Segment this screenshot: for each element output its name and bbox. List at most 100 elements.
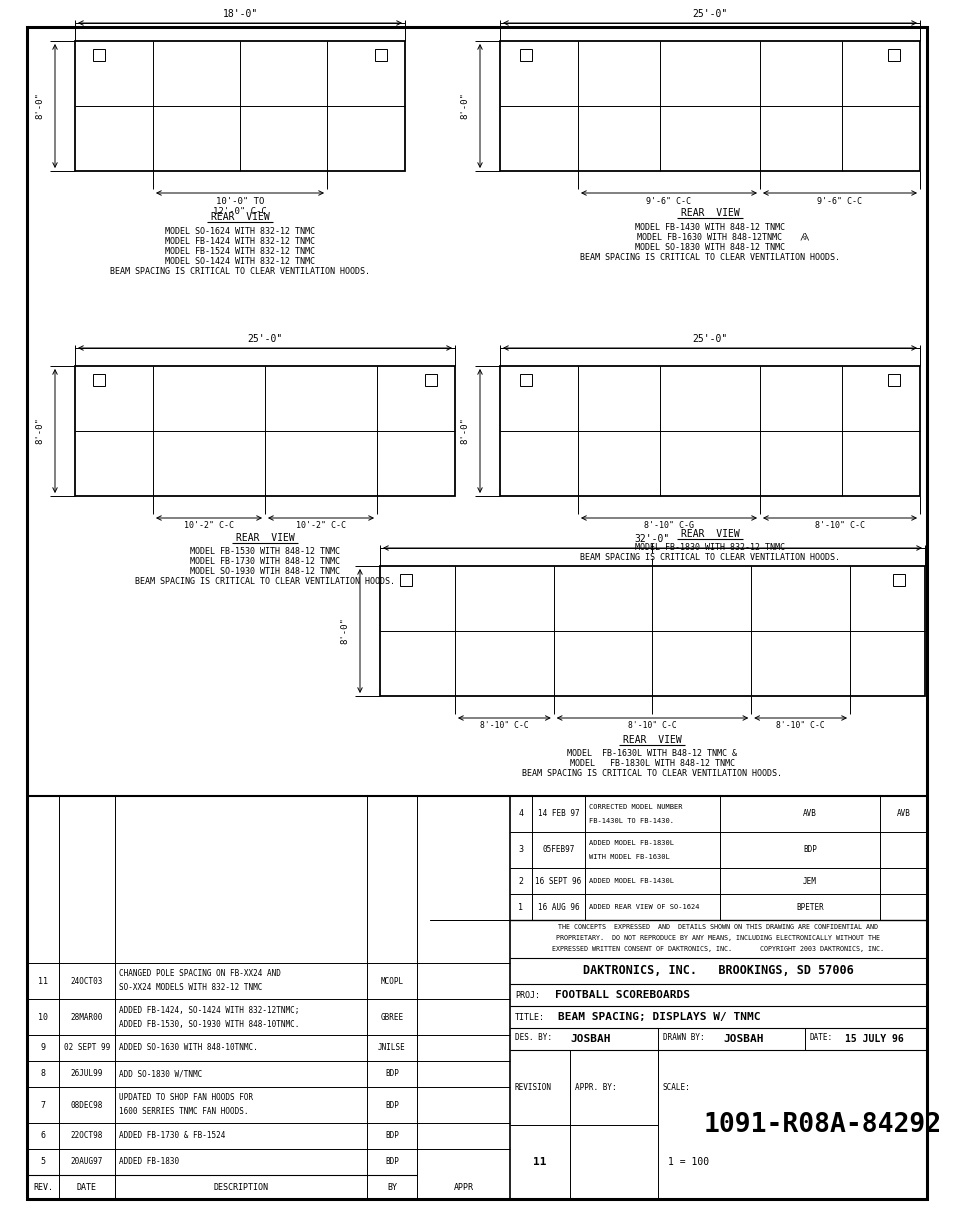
Text: BDP: BDP (385, 1101, 398, 1110)
Text: MCOPL: MCOPL (380, 976, 403, 986)
Text: 10'-0" TO: 10'-0" TO (215, 196, 264, 206)
Bar (92, 374, 105, 386)
Text: DESCRIPTION: DESCRIPTION (213, 1183, 268, 1192)
Bar (399, 574, 412, 586)
Text: SO-XX24 MODELS WITH 832-12 TNMC: SO-XX24 MODELS WITH 832-12 TNMC (119, 983, 262, 993)
Text: MODEL FB-1830 WITH 832-12 TNMC: MODEL FB-1830 WITH 832-12 TNMC (635, 543, 784, 553)
Text: MODEL FB-1430 WITH 848-12 TNMC: MODEL FB-1430 WITH 848-12 TNMC (635, 222, 784, 232)
Text: BY: BY (387, 1183, 396, 1192)
Text: MODEL SO-1930 WTIH 848-12 TNMC: MODEL SO-1930 WTIH 848-12 TNMC (190, 568, 339, 576)
Bar (519, 49, 532, 61)
Text: PROPRIETARY.  DO NOT REPRODUCE BY ANY MEANS, INCLUDING ELECTRONICALLY WITHOUT TH: PROPRIETARY. DO NOT REPRODUCE BY ANY MEA… (556, 935, 880, 942)
Text: ADDED FB-1830: ADDED FB-1830 (119, 1157, 179, 1166)
Text: THE CONCEPTS  EXPRESSED  AND  DETAILS SHOWN ON THIS DRAWING ARE CONFIDENTIAL AND: THE CONCEPTS EXPRESSED AND DETAILS SHOWN… (558, 924, 878, 931)
Text: BEAM SPACING IS CRITICAL TO CLEAR VENTILATION HOODS.: BEAM SPACING IS CRITICAL TO CLEAR VENTIL… (522, 770, 781, 779)
Text: MODEL FB-1530 WITH 848-12 TNMC: MODEL FB-1530 WITH 848-12 TNMC (190, 548, 339, 557)
Text: MODEL   FB-1830L WITH 848-12 TNMC: MODEL FB-1830L WITH 848-12 TNMC (569, 759, 734, 769)
Text: 20AUG97: 20AUG97 (71, 1157, 103, 1166)
Text: PROJ:: PROJ: (515, 991, 539, 999)
Text: 25'-0": 25'-0" (692, 333, 727, 345)
Bar (892, 574, 904, 586)
Text: 25'-0": 25'-0" (692, 9, 727, 18)
Text: 24OCT03: 24OCT03 (71, 976, 103, 986)
Text: 16 SEPT 96: 16 SEPT 96 (535, 877, 581, 885)
Text: 8'-0": 8'-0" (460, 418, 469, 445)
Text: BEAM SPACING IS CRITICAL TO CLEAR VENTILATION HOODS.: BEAM SPACING IS CRITICAL TO CLEAR VENTIL… (135, 577, 395, 586)
Text: 4: 4 (518, 809, 523, 819)
Text: 18'-0": 18'-0" (222, 9, 257, 18)
Text: 1 = 100: 1 = 100 (667, 1157, 708, 1167)
Text: 5: 5 (40, 1157, 46, 1166)
Bar (75, 40, 405, 170)
Text: 05FEB97: 05FEB97 (541, 846, 574, 855)
Text: REV.: REV. (33, 1183, 53, 1192)
Text: ADDED MODEL FB-1430L: ADDED MODEL FB-1430L (588, 878, 673, 884)
Text: 2: 2 (518, 877, 523, 885)
Text: ADDED FB-1530, SO-1930 WITH 848-10TNMC.: ADDED FB-1530, SO-1930 WITH 848-10TNMC. (119, 1020, 299, 1029)
Text: DATE: DATE (77, 1183, 97, 1192)
Text: 08DEC98: 08DEC98 (71, 1101, 103, 1110)
Text: APPR. BY:: APPR. BY: (575, 1083, 616, 1091)
Text: FB-1430L TO FB-1430.: FB-1430L TO FB-1430. (588, 818, 673, 824)
Bar (887, 374, 899, 386)
Text: JNILSE: JNILSE (377, 1043, 405, 1052)
Text: MODEL SO-1830 WITH 848-12 TNMC: MODEL SO-1830 WITH 848-12 TNMC (635, 243, 784, 251)
Text: DES. BY:: DES. BY: (515, 1034, 552, 1042)
Text: 8'-10" C-C: 8'-10" C-C (814, 521, 864, 531)
Text: 8'-10" C-G: 8'-10" C-G (643, 521, 693, 531)
Text: CORRECTED MODEL NUMBER: CORRECTED MODEL NUMBER (588, 804, 681, 810)
Text: BPETER: BPETER (796, 902, 823, 911)
Text: 32'-0": 32'-0" (634, 535, 669, 544)
Text: BDP: BDP (385, 1157, 398, 1166)
Text: 26JUL99: 26JUL99 (71, 1069, 103, 1079)
Text: MODEL SO-1424 WITH 832-12 TNMC: MODEL SO-1424 WITH 832-12 TNMC (165, 256, 314, 266)
Text: DRAWN BY:: DRAWN BY: (662, 1034, 704, 1042)
Text: BEAM SPACING; DISPLAYS W/ TNMC: BEAM SPACING; DISPLAYS W/ TNMC (558, 1011, 760, 1022)
Text: BEAM SPACING IS CRITICAL TO CLEAR VENTILATION HOODS.: BEAM SPACING IS CRITICAL TO CLEAR VENTIL… (579, 253, 840, 261)
Text: WITH MODEL FB-1630L: WITH MODEL FB-1630L (588, 855, 669, 859)
Text: 1091-R08A-84292: 1091-R08A-84292 (702, 1112, 941, 1138)
Text: ADDED SO-1630 WITH 848-10TNMC.: ADDED SO-1630 WITH 848-10TNMC. (119, 1043, 257, 1052)
Text: 6: 6 (40, 1132, 46, 1140)
Text: ADDED REAR VIEW OF SO-1624: ADDED REAR VIEW OF SO-1624 (588, 904, 699, 910)
Text: ADD SO-1830 W/TNMC: ADD SO-1830 W/TNMC (119, 1069, 202, 1079)
Text: TITLE:: TITLE: (515, 1013, 544, 1021)
Text: 02 SEPT 99: 02 SEPT 99 (64, 1043, 110, 1052)
Text: ADDED FB-1730 & FB-1524: ADDED FB-1730 & FB-1524 (119, 1132, 225, 1140)
Text: 9: 9 (40, 1043, 46, 1052)
Text: BDP: BDP (385, 1069, 398, 1079)
Text: 12'-0" C-C: 12'-0" C-C (213, 206, 267, 216)
Text: SCALE:: SCALE: (662, 1083, 690, 1091)
Text: 8'-0": 8'-0" (460, 92, 469, 119)
Text: 8'-10" C-C: 8'-10" C-C (627, 721, 677, 731)
Text: 8: 8 (40, 1069, 46, 1079)
Text: 8'-10" C-C: 8'-10" C-C (479, 721, 528, 731)
Text: 15 JULY 96: 15 JULY 96 (844, 1034, 902, 1045)
Text: 7: 7 (40, 1101, 46, 1110)
Text: 3: 3 (518, 846, 523, 855)
Text: AVB: AVB (802, 809, 816, 819)
Bar (519, 374, 532, 386)
Text: MODEL SO-1624 WITH 832-12 TNMC: MODEL SO-1624 WITH 832-12 TNMC (165, 227, 314, 235)
Text: 11: 11 (38, 976, 48, 986)
Text: /\: /\ (799, 233, 809, 242)
Text: BDP: BDP (385, 1132, 398, 1140)
Text: JOSBAH: JOSBAH (722, 1034, 762, 1045)
Bar (424, 374, 436, 386)
Text: MODEL FB-1424 WITH 832-12 TNMC: MODEL FB-1424 WITH 832-12 TNMC (165, 237, 314, 245)
Text: REAR  VIEW: REAR VIEW (211, 212, 269, 222)
Text: 10'-2" C-C: 10'-2" C-C (184, 521, 233, 531)
Text: DAKTRONICS, INC.   BROOKINGS, SD 57006: DAKTRONICS, INC. BROOKINGS, SD 57006 (582, 965, 853, 977)
Bar (379, 566, 924, 696)
Text: REAR  VIEW: REAR VIEW (622, 736, 681, 745)
Text: 9'-6" C-C: 9'-6" C-C (646, 196, 691, 206)
Text: CHANGED POLE SPACING ON FB-XX24 AND: CHANGED POLE SPACING ON FB-XX24 AND (119, 970, 280, 978)
Text: ADDED MODEL FB-1830L: ADDED MODEL FB-1830L (588, 840, 673, 846)
Text: 10'-2" C-C: 10'-2" C-C (295, 521, 346, 531)
Text: 9: 9 (802, 237, 806, 242)
Text: 28MAR00: 28MAR00 (71, 1013, 103, 1021)
Text: EXPRESSED WRITTEN CONSENT OF DAKTRONICS, INC.       COPYRIGHT 2003 DAKTRONICS, I: EXPRESSED WRITTEN CONSENT OF DAKTRONICS,… (552, 946, 883, 953)
Text: 8'-0": 8'-0" (340, 618, 349, 645)
Text: JEM: JEM (802, 877, 816, 885)
Bar (375, 49, 387, 61)
